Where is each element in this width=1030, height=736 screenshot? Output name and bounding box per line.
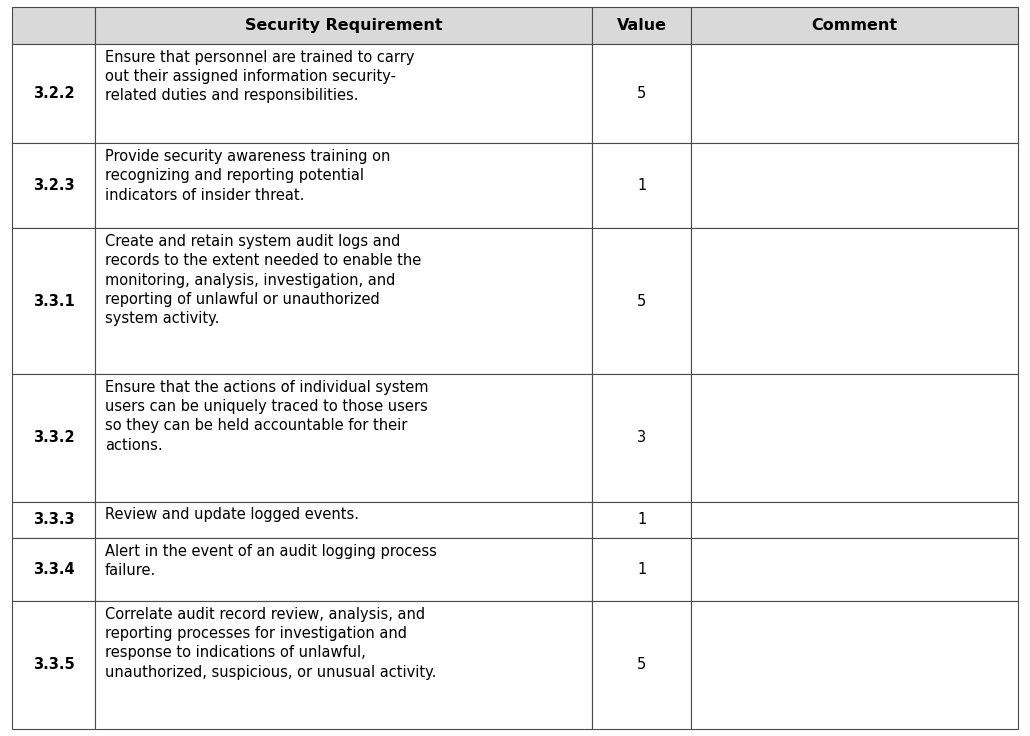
Bar <box>691 144 1018 228</box>
Text: 3.3.3: 3.3.3 <box>33 512 74 527</box>
Bar <box>592 144 691 228</box>
Bar <box>592 501 691 538</box>
Text: 5: 5 <box>637 294 646 308</box>
Text: Create and retain system audit logs and
records to the extent needed to enable t: Create and retain system audit logs and … <box>105 234 421 326</box>
Text: Correlate audit record review, analysis, and
reporting processes for investigati: Correlate audit record review, analysis,… <box>105 607 437 679</box>
Bar <box>12 7 95 43</box>
Bar <box>95 501 592 538</box>
Bar <box>592 7 691 43</box>
Bar <box>12 228 95 374</box>
Bar <box>592 43 691 144</box>
Bar <box>691 228 1018 374</box>
Bar <box>691 374 1018 501</box>
Bar <box>95 601 592 729</box>
Text: 3.3.2: 3.3.2 <box>33 431 74 445</box>
Text: Review and update logged events.: Review and update logged events. <box>105 507 359 523</box>
Text: 1: 1 <box>637 512 646 527</box>
Bar <box>95 374 592 501</box>
Bar <box>592 228 691 374</box>
Text: 3.2.2: 3.2.2 <box>33 86 74 101</box>
Text: Alert in the event of an audit logging process
failure.: Alert in the event of an audit logging p… <box>105 544 437 578</box>
Bar <box>12 374 95 501</box>
Text: Ensure that personnel are trained to carry
out their assigned information securi: Ensure that personnel are trained to car… <box>105 49 415 103</box>
Bar <box>592 538 691 601</box>
Bar <box>95 538 592 601</box>
Bar <box>12 144 95 228</box>
Text: Comment: Comment <box>812 18 897 33</box>
Bar <box>592 601 691 729</box>
Text: Security Requirement: Security Requirement <box>245 18 443 33</box>
Bar <box>12 538 95 601</box>
Text: 3.3.1: 3.3.1 <box>33 294 74 308</box>
Text: Ensure that the actions of individual system
users can be uniquely traced to tho: Ensure that the actions of individual sy… <box>105 380 428 453</box>
Text: 5: 5 <box>637 657 646 673</box>
Bar <box>95 43 592 144</box>
Text: 3.3.4: 3.3.4 <box>33 562 74 577</box>
Bar <box>12 501 95 538</box>
Bar <box>12 43 95 144</box>
Text: 5: 5 <box>637 86 646 101</box>
Bar <box>691 43 1018 144</box>
Text: Value: Value <box>617 18 666 33</box>
Bar <box>691 501 1018 538</box>
Bar <box>95 7 592 43</box>
Bar <box>691 7 1018 43</box>
Text: 3.3.5: 3.3.5 <box>33 657 74 673</box>
Text: 1: 1 <box>637 562 646 577</box>
Text: 3: 3 <box>638 431 646 445</box>
Bar <box>592 374 691 501</box>
Bar <box>95 144 592 228</box>
Bar <box>12 601 95 729</box>
Text: 3.2.3: 3.2.3 <box>33 178 74 194</box>
Bar <box>691 601 1018 729</box>
Text: 1: 1 <box>637 178 646 194</box>
Bar <box>691 538 1018 601</box>
Text: Provide security awareness training on
recognizing and reporting potential
indic: Provide security awareness training on r… <box>105 149 390 202</box>
Bar <box>95 228 592 374</box>
